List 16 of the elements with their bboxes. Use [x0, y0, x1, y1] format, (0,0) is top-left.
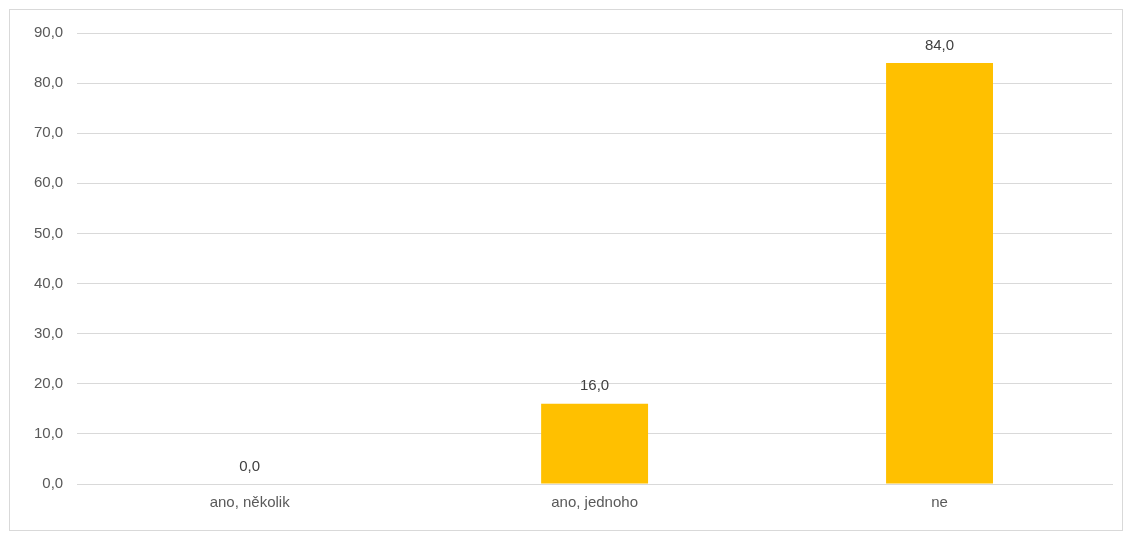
y-tick-label: 70,0	[33, 123, 64, 141]
y-tick-label: 60,0	[33, 173, 64, 191]
data-label: 0,0	[239, 456, 261, 474]
y-tick-label: 40,0	[33, 273, 64, 291]
x-tick-label: ano, několik	[209, 493, 291, 511]
data-label: 16,0	[580, 376, 610, 394]
y-tick-label: 80,0	[33, 73, 64, 91]
x-tick-label: ne	[931, 493, 948, 511]
y-tick-label: 50,0	[33, 223, 64, 241]
y-tick-label: 20,0	[33, 373, 64, 391]
y-tick-label: 0,0	[42, 474, 64, 492]
y-tick-label: 10,0	[33, 424, 64, 442]
data-label: 84,0	[924, 35, 955, 53]
y-tick-label: 30,0	[33, 323, 64, 341]
x-tick-label: ano, jednoho	[551, 493, 638, 511]
y-tick-label: 90,0	[33, 23, 64, 41]
